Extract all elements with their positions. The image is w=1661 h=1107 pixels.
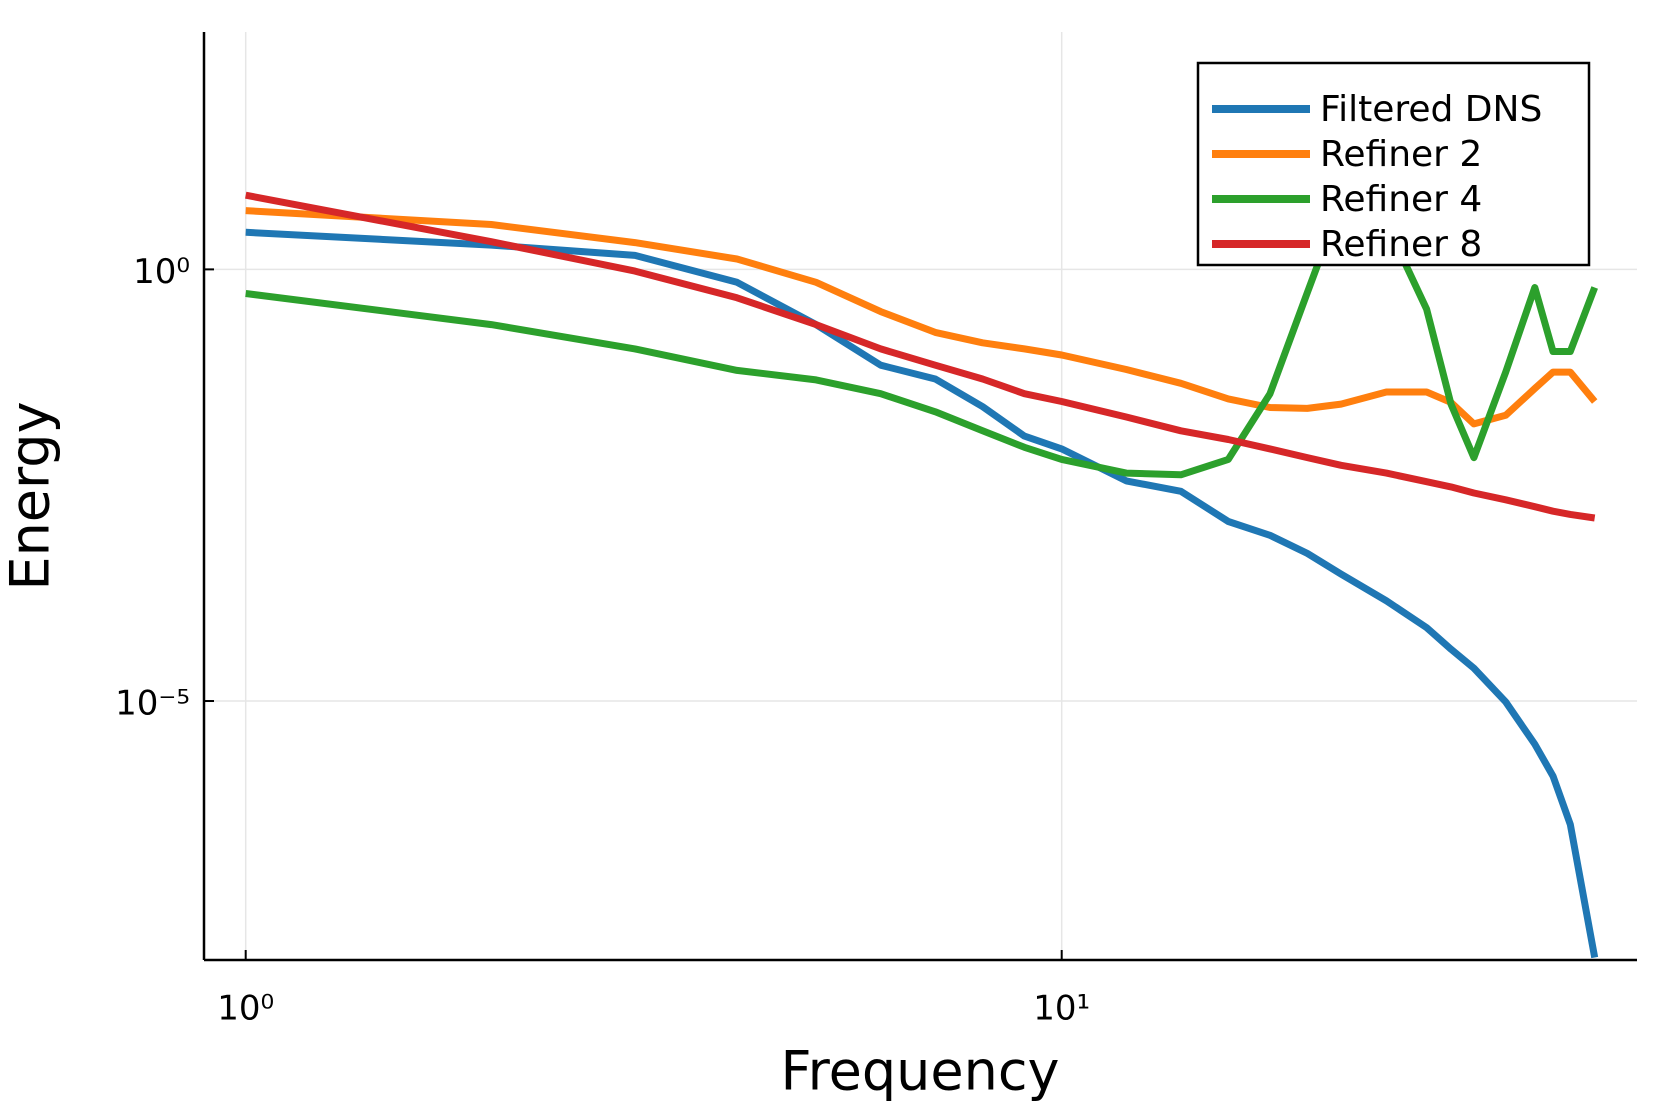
- line: [245, 191, 1596, 522]
- x-tick-label: 10⁰: [217, 989, 274, 1029]
- y-tick-label: 10⁰: [133, 252, 190, 292]
- x-tick-label: 10¹: [1033, 989, 1090, 1029]
- legend-label: Refiner 2: [1320, 134, 1482, 175]
- legend-label: Refiner 8: [1320, 224, 1482, 265]
- line: [245, 198, 1598, 479]
- y-axis-label: Energy: [0, 401, 62, 590]
- legend-label: Filtered DNS: [1320, 89, 1542, 130]
- legend-label: Refiner 4: [1320, 179, 1482, 220]
- x-axis-label: Frequency: [781, 1040, 1060, 1103]
- line: [245, 207, 1598, 428]
- legend-box: [1196, 61, 1591, 267]
- line: [245, 228, 1599, 959]
- y-tick-label: 10⁻⁵: [115, 684, 190, 724]
